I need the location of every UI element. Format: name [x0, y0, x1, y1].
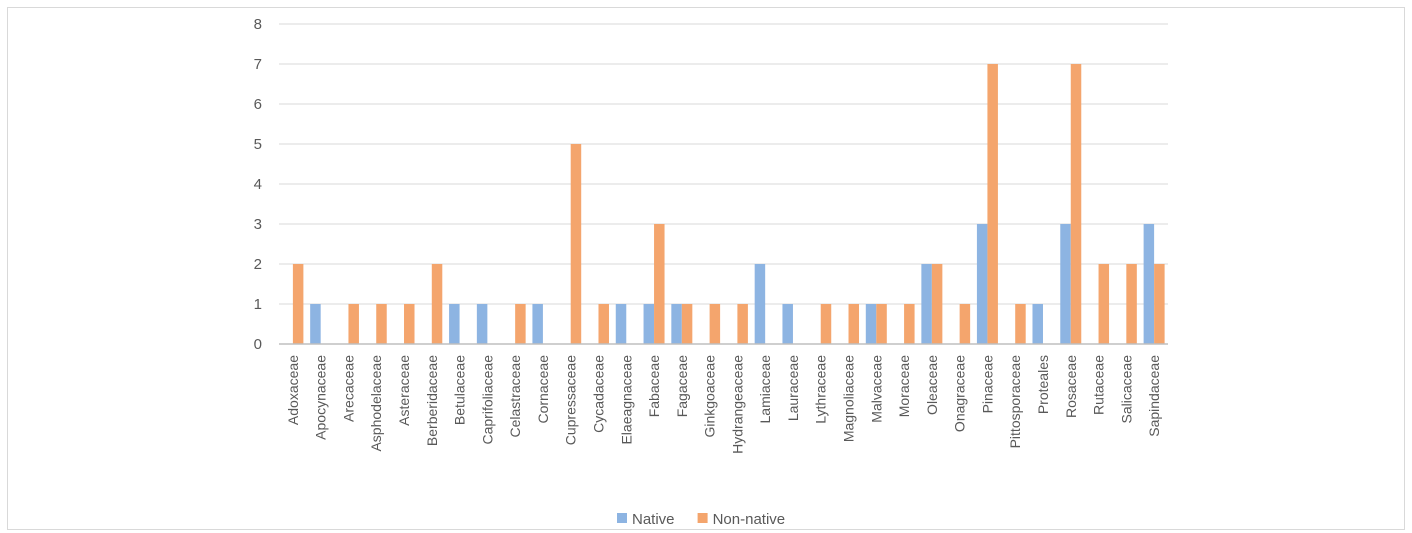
x-tick-label: Arecaceae	[340, 355, 356, 422]
y-tick-label: 7	[254, 56, 262, 73]
y-tick-label: 2	[254, 256, 262, 273]
x-tick-label: Elaeagnaceae	[618, 355, 634, 445]
y-tick-label: 3	[254, 216, 262, 233]
bar-non-native	[1154, 264, 1165, 344]
bar-non-native	[709, 304, 721, 344]
x-tick-label: Cornaceae	[535, 355, 551, 424]
x-tick-label: Pittosporaceae	[1007, 355, 1023, 449]
bar-non-native	[848, 304, 860, 344]
legend-label: Native	[632, 511, 675, 528]
bar-native	[449, 304, 460, 344]
bar-non-native	[737, 304, 748, 344]
x-tick-label: Hydrangeaceae	[729, 355, 745, 454]
bar-non-native	[598, 304, 609, 344]
y-tick-label: 4	[254, 176, 262, 193]
x-tick-label: Caprifoliaceae	[479, 355, 495, 445]
bar-native	[754, 264, 766, 344]
bar-non-native	[931, 264, 943, 344]
bar-native	[532, 304, 543, 344]
bar-non-native	[376, 304, 387, 344]
x-tick-label: Rutaceae	[1091, 355, 1107, 415]
x-tick-label: Adoxaceae	[285, 355, 301, 425]
bar-native	[1060, 224, 1071, 344]
x-tick-label: Fagaceae	[674, 355, 690, 417]
bar-non-native	[570, 144, 582, 344]
bar-non-native	[1098, 264, 1110, 344]
x-tick-label: Asteraceae	[396, 355, 412, 426]
x-tick-label: Moraceae	[896, 355, 912, 417]
x-tick-label: Proteales	[1035, 355, 1051, 414]
bar-non-native	[515, 304, 526, 344]
x-tick-label: Salicaceae	[1118, 355, 1134, 424]
bar-native	[1143, 224, 1155, 344]
y-tick-label: 8	[254, 16, 262, 33]
bar-non-native	[987, 64, 998, 344]
x-tick-label: Berberidaceae	[424, 355, 440, 446]
bar-non-native	[876, 304, 887, 344]
y-tick-label: 6	[254, 96, 262, 113]
bar-non-native	[292, 264, 304, 344]
x-tick-label: Oleaceae	[924, 355, 940, 415]
bar-non-native	[654, 224, 665, 344]
bar-non-native	[348, 304, 359, 344]
x-tick-label: Lythraceae	[813, 355, 829, 424]
bar-native	[865, 304, 877, 344]
bar-native	[671, 304, 682, 344]
bar-native	[476, 304, 488, 344]
bar-non-native	[404, 304, 415, 344]
bar-non-native	[904, 304, 915, 344]
bar-native	[1032, 304, 1043, 344]
x-tick-label: Celastraceae	[507, 355, 523, 438]
y-tick-label: 5	[254, 136, 262, 153]
x-tick-label: Rosaceae	[1063, 355, 1079, 418]
x-tick-label: Cupressaceae	[563, 355, 579, 445]
bar-non-native	[959, 304, 971, 344]
x-tick-label: Lamiaceae	[757, 355, 773, 424]
bar-native	[643, 304, 655, 344]
x-tick-label: Asphodelaceae	[368, 355, 384, 452]
legend-swatch	[697, 513, 708, 523]
bar-non-native	[820, 304, 832, 344]
x-tick-label: Magnoliaceae	[841, 355, 857, 442]
x-tick-label: Sapindaceae	[1146, 355, 1162, 437]
chart-frame	[7, 7, 1405, 530]
x-tick-label: Lauraceae	[785, 355, 801, 421]
bar-native	[615, 304, 627, 344]
bar-native	[782, 304, 793, 344]
bar-native	[310, 304, 321, 344]
x-tick-label: Malvaceae	[868, 355, 884, 423]
bar-non-native	[1070, 64, 1082, 344]
x-tick-label: Onagraceae	[952, 355, 968, 432]
y-tick-label: 1	[254, 296, 262, 313]
bar-non-native	[1126, 264, 1137, 344]
x-tick-label: Betulaceae	[452, 355, 468, 425]
bar-native	[921, 264, 932, 344]
bar-non-native	[1015, 304, 1026, 344]
legend-swatch	[617, 513, 627, 523]
x-tick-label: Cycadaceae	[590, 355, 606, 433]
bar-native	[976, 224, 988, 344]
bar-non-native	[681, 304, 693, 344]
x-tick-label: Ginkgoaceae	[702, 355, 718, 438]
y-tick-label: 0	[254, 336, 262, 353]
x-tick-label: Apocynaceae	[313, 355, 329, 440]
x-tick-label: Pinaceae	[979, 355, 995, 414]
x-tick-label: Fabaceae	[646, 355, 662, 417]
bar-non-native	[431, 264, 443, 344]
legend-label: Non-native	[713, 511, 786, 528]
